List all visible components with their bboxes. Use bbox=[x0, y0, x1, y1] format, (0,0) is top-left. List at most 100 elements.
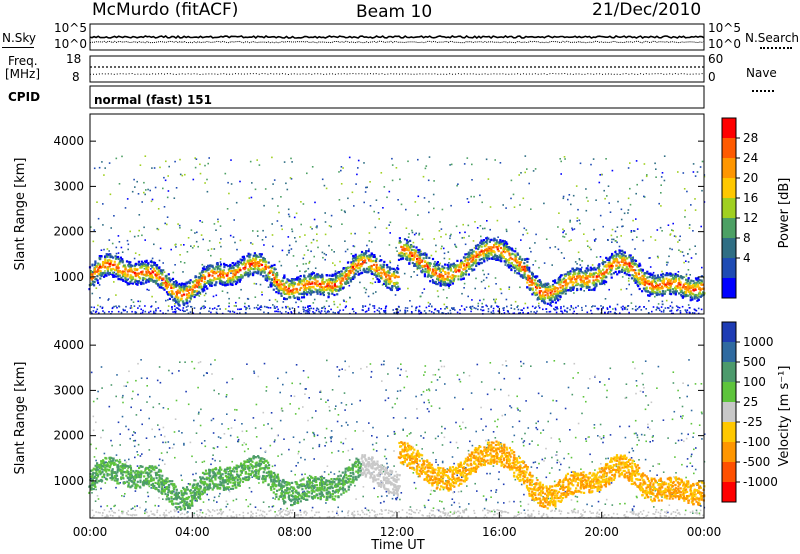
power-echo-cell bbox=[617, 266, 620, 270]
power-echo-dot bbox=[325, 254, 327, 256]
power-echo-cell bbox=[312, 291, 315, 294]
power-echo-cell bbox=[393, 284, 396, 287]
power-echo-cell bbox=[651, 292, 654, 296]
power-echo-cell bbox=[386, 278, 389, 281]
power-echo-cell bbox=[142, 276, 145, 280]
power-echo-cell bbox=[684, 287, 687, 290]
power-echo-cell bbox=[695, 281, 698, 284]
power-ground-cell bbox=[144, 310, 147, 313]
power-echo-cell bbox=[593, 288, 596, 292]
power-echo-cell bbox=[108, 259, 111, 262]
power-echo-cell bbox=[569, 276, 572, 279]
power-echo-dot bbox=[643, 163, 646, 165]
power-echo-cell bbox=[327, 278, 330, 281]
power-echo-cell bbox=[97, 268, 100, 271]
power-echo-cell bbox=[269, 265, 272, 269]
power-ground-cell bbox=[660, 306, 663, 308]
power-echo-dot bbox=[411, 231, 414, 234]
power-echo-cell bbox=[463, 264, 466, 267]
power-echo-dot bbox=[180, 244, 182, 246]
power-echo-cell bbox=[557, 280, 560, 283]
power-echo-cell bbox=[698, 279, 701, 282]
power-echo-dot bbox=[424, 167, 427, 170]
power-echo-cell bbox=[538, 291, 541, 294]
power-echo-cell bbox=[569, 288, 572, 291]
power-echo-cell bbox=[96, 279, 99, 282]
power-echo-cell bbox=[502, 244, 505, 247]
power-ground-cell bbox=[317, 308, 320, 311]
power-echo-cell bbox=[689, 286, 692, 290]
power-echo-cell bbox=[425, 253, 428, 256]
power-ground-cell bbox=[470, 307, 472, 309]
power-ground-cell bbox=[566, 311, 568, 313]
power-echo-cell bbox=[500, 253, 503, 256]
power-echo-cell bbox=[643, 272, 646, 275]
power-ground-cell bbox=[324, 310, 326, 313]
power-echo-dot bbox=[585, 196, 588, 199]
power-echo-dot bbox=[194, 166, 197, 169]
power-echo-dot bbox=[246, 297, 249, 300]
power-echo-cell bbox=[543, 297, 546, 300]
power-echo-cell bbox=[154, 273, 157, 276]
power-echo-cell bbox=[680, 289, 683, 292]
power-echo-dot bbox=[480, 235, 482, 238]
power-ground-cell bbox=[313, 312, 315, 315]
power-echo-cell bbox=[544, 294, 547, 297]
power-echo-dot bbox=[262, 229, 264, 232]
power-echo-cell bbox=[391, 285, 394, 288]
power-echo-cell bbox=[274, 280, 277, 283]
power-echo-dot bbox=[412, 241, 415, 244]
power-echo-cell bbox=[644, 278, 647, 281]
power-echo-cell bbox=[492, 255, 495, 258]
power-echo-cell bbox=[658, 290, 661, 293]
power-echo-cell bbox=[623, 272, 626, 275]
power-ground-cell bbox=[486, 305, 488, 308]
power-echo-dot bbox=[470, 195, 472, 198]
power-echo-cell bbox=[258, 261, 261, 264]
power-echo-dot bbox=[328, 225, 331, 227]
power-echo-cell bbox=[106, 261, 109, 265]
power-echo-cell bbox=[415, 246, 418, 249]
power-echo-cell bbox=[618, 249, 621, 252]
power-echo-cell bbox=[454, 268, 457, 271]
power-echo-cell bbox=[566, 284, 569, 287]
power-echo-cell bbox=[637, 278, 640, 281]
power-echo-cell bbox=[577, 282, 580, 285]
power-echo-cell bbox=[104, 259, 107, 262]
power-echo-cell bbox=[101, 265, 104, 268]
power-echo-cell bbox=[221, 275, 224, 279]
power-echo-dot bbox=[667, 224, 670, 226]
power-echo-cell bbox=[443, 281, 446, 284]
power-echo-cell bbox=[236, 281, 239, 284]
power-echo-cell bbox=[327, 287, 330, 290]
power-echo-cell bbox=[143, 263, 146, 266]
power-echo-cell bbox=[321, 273, 324, 276]
power-echo-dot bbox=[274, 298, 277, 301]
power-echo-cell bbox=[239, 261, 243, 264]
power-echo-cell bbox=[140, 266, 143, 269]
power-echo-cell bbox=[107, 259, 110, 262]
power-echo-cell bbox=[431, 257, 435, 261]
power-ground-cell bbox=[667, 307, 669, 309]
power-echo-cell bbox=[423, 252, 426, 255]
power-echo-cell bbox=[458, 266, 461, 269]
power-ground-cell bbox=[607, 311, 610, 313]
power-echo-dot bbox=[210, 248, 213, 250]
power-echo-cell bbox=[534, 293, 537, 297]
power-echo-dot bbox=[300, 201, 302, 203]
power-echo-dot bbox=[117, 252, 120, 254]
power-echo-dot bbox=[109, 273, 112, 275]
power-echo-cell bbox=[464, 253, 467, 256]
power-echo-cell bbox=[234, 269, 237, 272]
power-echo-dot bbox=[433, 180, 435, 182]
power-echo-cell bbox=[340, 270, 343, 273]
power-ground-cell bbox=[144, 305, 146, 307]
power-echo-cell bbox=[525, 276, 528, 279]
power-echo-cell bbox=[399, 241, 402, 244]
power-ground-cell bbox=[362, 306, 364, 308]
power-echo-cell bbox=[516, 268, 519, 271]
power-echo-cell bbox=[571, 275, 575, 278]
power-echo-cell bbox=[429, 280, 432, 283]
power-echo-cell bbox=[279, 285, 282, 288]
power-echo-dot bbox=[356, 173, 358, 176]
